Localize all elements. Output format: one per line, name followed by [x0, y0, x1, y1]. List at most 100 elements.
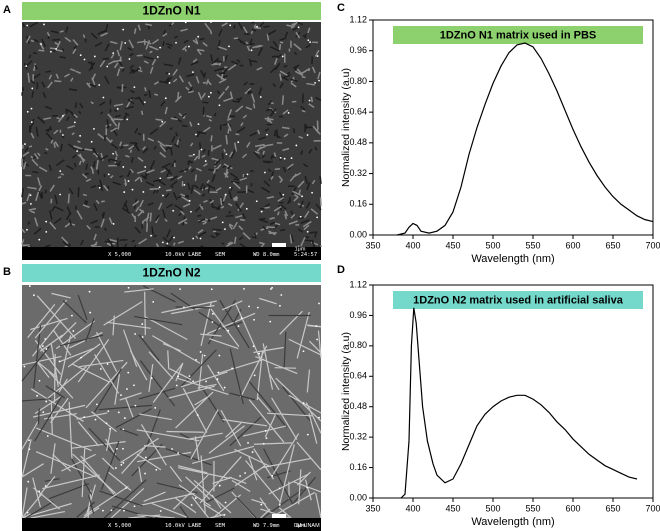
title-bar [22, 2, 321, 20]
texture [264, 203, 270, 208]
texture [199, 37, 205, 41]
texture [43, 117, 52, 121]
sem-info: WD 7.9mm [253, 523, 280, 529]
texture [228, 45, 230, 48]
texture [165, 244, 172, 248]
texture [31, 158, 39, 167]
texture [197, 229, 204, 234]
texture [231, 367, 233, 370]
texture [149, 212, 152, 222]
texture [304, 479, 312, 501]
texture [70, 456, 93, 496]
texture [55, 47, 58, 50]
texture [239, 243, 246, 248]
texture [121, 207, 131, 214]
texture [279, 73, 282, 81]
texture [31, 87, 34, 90]
texture [203, 163, 208, 167]
texture [319, 175, 322, 184]
texture [248, 58, 253, 67]
texture [261, 154, 266, 159]
texture [303, 33, 308, 37]
texture [170, 147, 173, 156]
texture [121, 68, 125, 73]
texture [154, 407, 157, 409]
texture [139, 199, 144, 208]
texture [246, 43, 255, 46]
texture [232, 100, 240, 103]
texture [297, 244, 300, 248]
title-box [393, 26, 643, 44]
texture [314, 146, 318, 151]
texture [207, 95, 210, 98]
texture [103, 184, 109, 192]
texture [45, 132, 53, 140]
panel-letter: D [337, 264, 345, 276]
texture [231, 180, 240, 184]
texture [201, 186, 209, 191]
texture [218, 46, 228, 51]
texture [179, 288, 182, 291]
texture [104, 43, 110, 52]
texture [51, 205, 56, 212]
texture [102, 57, 109, 61]
texture [30, 39, 35, 43]
texture [266, 119, 271, 123]
texture [227, 128, 230, 134]
texture [44, 338, 47, 340]
texture [151, 502, 187, 518]
texture [315, 492, 322, 519]
texture [129, 52, 134, 57]
texture [269, 217, 275, 220]
texture [286, 163, 294, 170]
texture [179, 506, 189, 519]
texture [36, 394, 39, 397]
texture [250, 60, 258, 63]
texture [221, 152, 224, 160]
texture [266, 195, 275, 199]
texture [274, 222, 281, 226]
texture [188, 375, 191, 378]
texture [196, 48, 205, 52]
texture [131, 239, 136, 243]
texture [70, 77, 74, 82]
texture [224, 193, 227, 196]
texture [205, 79, 210, 85]
texture [108, 217, 113, 225]
texture [147, 202, 154, 206]
texture [94, 42, 103, 47]
texture [247, 379, 288, 428]
texture [278, 507, 292, 519]
texture [123, 191, 126, 193]
texture [61, 114, 64, 117]
texture [243, 81, 249, 86]
texture [172, 209, 175, 212]
texture [77, 140, 81, 143]
texture [120, 394, 122, 397]
texture [82, 204, 90, 209]
texture [269, 108, 277, 117]
texture [273, 223, 279, 230]
texture [281, 126, 290, 130]
texture [67, 125, 76, 129]
texture [211, 321, 214, 323]
texture [29, 21, 38, 28]
texture [226, 117, 232, 122]
texture [223, 163, 233, 170]
texture [127, 98, 135, 105]
texture [271, 286, 273, 289]
texture [93, 55, 96, 58]
texture [112, 152, 115, 155]
texture [143, 491, 166, 503]
texture [242, 114, 248, 119]
texture [45, 385, 66, 399]
x-tick-label: 500 [485, 240, 500, 250]
texture [229, 24, 232, 27]
texture [79, 239, 85, 246]
texture [177, 218, 188, 225]
texture [311, 179, 316, 185]
texture [275, 377, 322, 422]
texture [104, 75, 110, 85]
texture [106, 65, 109, 68]
texture [208, 168, 218, 172]
